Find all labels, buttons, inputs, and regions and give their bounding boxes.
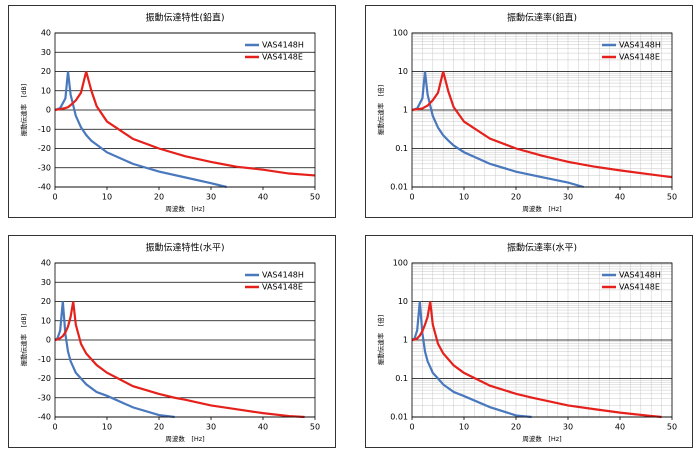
y-tick-label: 0.01	[390, 183, 408, 192]
x-tick-label: 10	[459, 423, 469, 432]
y-tick-label: -30	[38, 393, 51, 402]
y-tick-label: 20	[41, 67, 51, 76]
x-tick-label: 20	[511, 423, 521, 432]
y-tick-label: -20	[38, 374, 51, 383]
y-tick-label: 0	[46, 336, 51, 345]
legend-label: VAS4148E	[262, 53, 303, 62]
x-axis-label: 周波数 [Hz]	[165, 434, 204, 443]
x-axis-label: 周波数 [Hz]	[522, 434, 561, 443]
x-tick-label: 50	[310, 193, 320, 202]
x-tick-label: 40	[258, 193, 268, 202]
plot-frame	[54, 262, 316, 418]
y-tick-label: 100	[393, 29, 408, 38]
x-tick-label: 0	[52, 193, 57, 202]
y-tick-label: 40	[41, 259, 51, 268]
x-tick-label: 10	[459, 193, 469, 202]
y-tick-label: -30	[38, 163, 51, 172]
legend-label: VAS4148H	[262, 271, 304, 280]
y-tick-label: 30	[41, 278, 51, 287]
chart-title: 振動伝達特性(水平)	[145, 242, 224, 254]
plot-frame	[54, 32, 316, 188]
legend-label: VAS4148E	[262, 283, 303, 292]
y-tick-label: 30	[41, 48, 51, 57]
legend-label: VAS4148E	[619, 283, 660, 292]
y-tick-label: 0.1	[395, 374, 408, 383]
series-line	[411, 301, 662, 419]
chart-title: 振動伝達率(鉛直)	[507, 12, 577, 24]
x-tick-label: 0	[52, 423, 57, 432]
series-line	[54, 301, 175, 419]
y-axis-label: 振動伝達率 [dB]	[19, 314, 28, 367]
y-tick-label: 10	[398, 67, 408, 76]
y-tick-label: -10	[38, 355, 51, 364]
y-tick-label: -20	[38, 144, 51, 153]
x-tick-label: 20	[154, 423, 164, 432]
y-axis-label: 振動伝達率 [倍]	[376, 315, 385, 366]
x-tick-label: 0	[409, 423, 414, 432]
x-tick-label: 40	[615, 423, 625, 432]
x-tick-label: 30	[563, 193, 573, 202]
series-line	[411, 71, 673, 179]
y-tick-label: 10	[41, 86, 51, 95]
series-line	[411, 301, 532, 419]
x-tick-label: 0	[409, 193, 414, 202]
plot-frame	[411, 32, 673, 188]
y-tick-label: 40	[41, 29, 51, 38]
series-line	[54, 301, 305, 419]
plot-frame	[411, 262, 673, 418]
x-tick-label: 20	[154, 193, 164, 202]
y-tick-label: 1	[403, 336, 408, 345]
y-axis-label: 振動伝達率 [倍]	[376, 85, 385, 136]
y-tick-label: 10	[398, 297, 408, 306]
y-tick-label: 1	[403, 106, 408, 115]
legend-label: VAS4148E	[619, 53, 660, 62]
x-axis-label: 周波数 [Hz]	[522, 204, 561, 213]
series-line	[411, 71, 584, 189]
x-tick-label: 20	[511, 193, 521, 202]
x-tick-label: 30	[206, 423, 216, 432]
y-axis-label: 振動伝達率 [dB]	[19, 84, 28, 137]
y-tick-label: 10	[41, 316, 51, 325]
y-tick-label: 0.1	[395, 144, 408, 153]
y-tick-label: 20	[41, 297, 51, 306]
y-tick-label: -40	[38, 183, 51, 192]
x-axis-label: 周波数 [Hz]	[165, 204, 204, 213]
x-tick-label: 50	[667, 423, 677, 432]
y-tick-label: 0.01	[390, 413, 408, 422]
series-line	[54, 71, 316, 177]
x-tick-label: 30	[206, 193, 216, 202]
legend-label: VAS4148H	[619, 41, 661, 50]
x-tick-label: 10	[102, 423, 112, 432]
chart-title: 振動伝達特性(鉛直)	[145, 12, 224, 24]
series-line	[54, 71, 227, 189]
x-tick-label: 40	[258, 423, 268, 432]
chart-panel: -40 -30 -20 -10 0 10 20 30 40 0 10 20 30 40 50 VAS4148H…	[8, 235, 336, 448]
legend-label: VAS4148H	[262, 41, 304, 50]
legend-label: VAS4148H	[619, 271, 661, 280]
x-tick-label: 30	[563, 423, 573, 432]
y-tick-label: -40	[38, 413, 51, 422]
y-tick-label: -10	[38, 125, 51, 134]
x-tick-label: 50	[310, 423, 320, 432]
chart-title: 振動伝達率(水平)	[507, 242, 577, 254]
y-tick-label: 100	[393, 259, 408, 268]
chart-panel: 0.01 0.1 1 10 100 0 10 20 30 40 50 VAS4148H VAS4148E…	[365, 5, 693, 218]
x-tick-label: 50	[667, 193, 677, 202]
y-tick-label: 0	[46, 106, 51, 115]
chart-panel: 0.01 0.1 1 10 100 0 10 20 30 40 50 VAS4148H VAS4148E…	[365, 235, 693, 448]
x-tick-label: 10	[102, 193, 112, 202]
x-tick-label: 40	[615, 193, 625, 202]
chart-panel: -40 -30 -20 -10 0 10 20 30 40 0 10 20 30 40 50 VAS4148H…	[8, 5, 336, 218]
